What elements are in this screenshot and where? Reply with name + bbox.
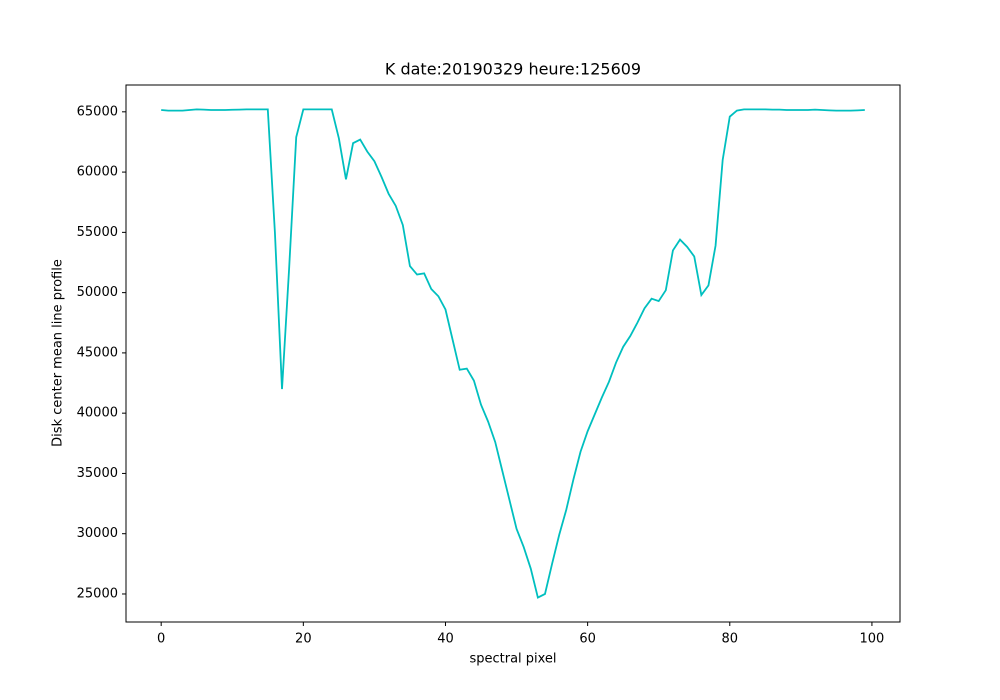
x-tick-label: 60 bbox=[579, 632, 596, 647]
y-tick-label: 60000 bbox=[77, 165, 118, 180]
y-tick-label: 65000 bbox=[77, 104, 118, 119]
axes-frame bbox=[125, 84, 901, 623]
x-tick-label: 100 bbox=[860, 632, 885, 647]
y-tick-label: 55000 bbox=[77, 225, 118, 240]
y-tick-label: 45000 bbox=[77, 345, 118, 360]
x-tick-label: 80 bbox=[722, 632, 739, 647]
y-axis-label: Disk center mean line profile bbox=[51, 259, 66, 447]
y-tick-label: 25000 bbox=[77, 586, 118, 601]
x-tick-label: 0 bbox=[157, 632, 165, 647]
data-line bbox=[161, 108, 865, 599]
x-tick-label: 20 bbox=[295, 632, 312, 647]
x-tick-label: 40 bbox=[437, 632, 454, 647]
x-axis-label: spectral pixel bbox=[469, 652, 556, 667]
chart-title: K date:20190329 heure:125609 bbox=[385, 60, 641, 79]
y-tick-label: 40000 bbox=[77, 406, 118, 421]
y-tick-label: 50000 bbox=[77, 285, 118, 300]
y-tick-label: 30000 bbox=[77, 526, 118, 541]
y-tick-label: 35000 bbox=[77, 466, 118, 481]
